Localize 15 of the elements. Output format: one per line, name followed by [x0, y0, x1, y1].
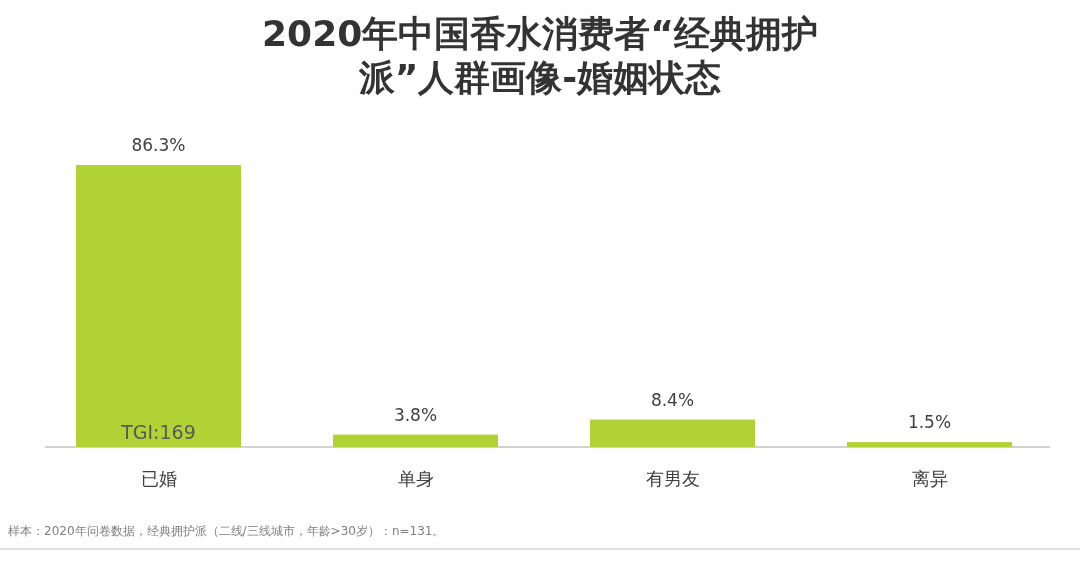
data-label: 1.5%: [907, 412, 952, 433]
x-tick-label: 已婚: [140, 468, 177, 489]
data-label: 3.8%: [393, 404, 438, 425]
x-tick-label: 离异: [911, 468, 948, 489]
x-tick-label: 单身: [397, 468, 434, 489]
annotation: TGI:169: [120, 421, 196, 443]
bar: [333, 434, 498, 447]
bar: [590, 419, 755, 447]
data-label: 86.3%: [131, 135, 186, 155]
chart-title: 2020年中国香水消费者“经典拥护派”人群画像-婚姻状态: [261, 12, 819, 100]
data-label: 8.4%: [650, 389, 695, 410]
text: 样本：2020年问卷数据，经典拥护派（二线/三线城市，年龄>30岁）：n=131。: [8, 524, 445, 538]
bar: [847, 442, 1012, 447]
bar: [76, 165, 241, 447]
x-tick-label: 有男友: [645, 468, 700, 489]
